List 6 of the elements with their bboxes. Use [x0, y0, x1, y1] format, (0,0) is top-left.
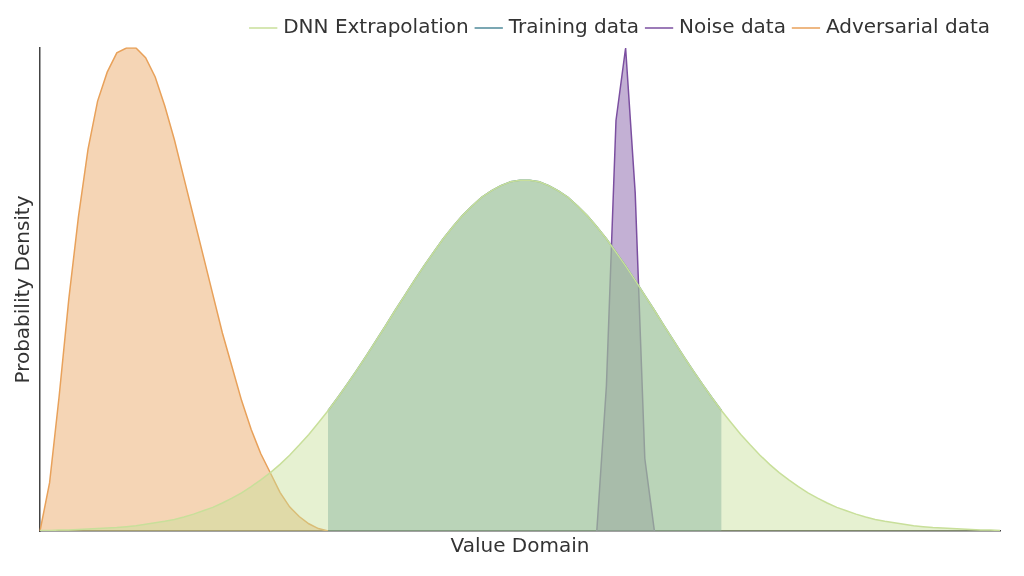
legend-label: Noise data [679, 14, 786, 39]
legend-label: Training data [507, 14, 640, 39]
y-axis-title: Probability Density [10, 195, 35, 384]
legend-label: DNN Extrapolation [283, 14, 469, 39]
legend-label: Adversarial data [825, 14, 990, 39]
x-axis-title: Value Domain [450, 533, 590, 558]
